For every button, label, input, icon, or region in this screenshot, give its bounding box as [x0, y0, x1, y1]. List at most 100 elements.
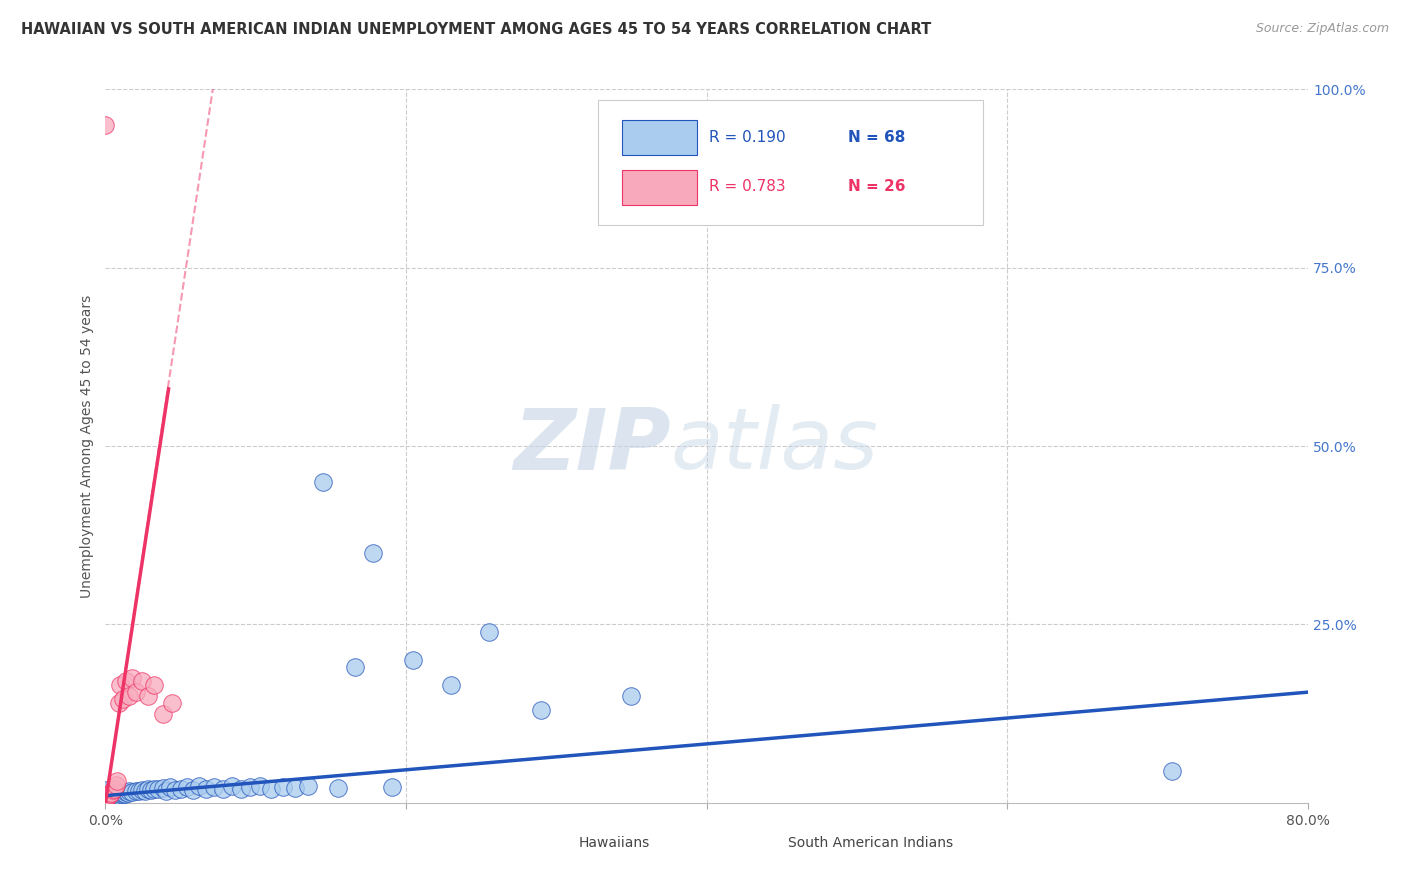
Point: [112, 786, 135, 800]
Point: [97, 789, 120, 803]
Point: [94, 789, 117, 803]
Point: [328, 780, 350, 795]
Point: [361, 546, 384, 560]
Point: [110, 787, 132, 801]
Text: R = 0.190: R = 0.190: [709, 129, 786, 145]
Point: [402, 653, 425, 667]
Point: [195, 781, 218, 796]
Point: [187, 779, 209, 793]
Point: [94, 796, 117, 810]
Point: [124, 783, 146, 797]
Text: South American Indians: South American Indians: [789, 837, 953, 850]
FancyBboxPatch shape: [623, 169, 697, 205]
Point: [284, 780, 307, 795]
Point: [111, 787, 134, 801]
Point: [136, 689, 159, 703]
Point: [94, 791, 117, 805]
Point: [312, 475, 335, 489]
Point: [260, 781, 283, 796]
Point: [159, 780, 181, 794]
Point: [94, 796, 117, 810]
Point: [100, 786, 122, 800]
Point: [343, 660, 366, 674]
Point: [118, 689, 141, 703]
Point: [94, 789, 117, 803]
Point: [381, 780, 404, 794]
Point: [620, 689, 643, 703]
Point: [160, 696, 183, 710]
Point: [181, 783, 204, 797]
Point: [117, 786, 139, 800]
Point: [94, 786, 117, 800]
Point: [136, 782, 159, 797]
FancyBboxPatch shape: [530, 831, 574, 855]
Point: [124, 685, 146, 699]
Point: [110, 789, 132, 803]
Point: [94, 796, 117, 810]
Point: [103, 781, 125, 796]
Text: HAWAIIAN VS SOUTH AMERICAN INDIAN UNEMPLOYMENT AMONG AGES 45 TO 54 YEARS CORRELA: HAWAIIAN VS SOUTH AMERICAN INDIAN UNEMPL…: [21, 22, 931, 37]
Point: [229, 781, 252, 796]
Point: [115, 785, 138, 799]
Point: [108, 788, 131, 802]
Point: [101, 792, 124, 806]
Point: [98, 787, 121, 801]
Point: [239, 780, 262, 794]
Point: [169, 781, 191, 796]
Point: [121, 671, 143, 685]
Point: [94, 784, 117, 798]
Point: [142, 678, 165, 692]
Point: [115, 674, 138, 689]
Point: [131, 674, 153, 689]
Point: [94, 790, 117, 805]
Point: [94, 794, 117, 808]
Point: [163, 783, 186, 797]
Point: [249, 779, 271, 793]
FancyBboxPatch shape: [740, 831, 783, 855]
Point: [94, 796, 117, 810]
Point: [94, 792, 117, 806]
Point: [107, 774, 129, 789]
Point: [1161, 764, 1184, 778]
Point: [112, 692, 135, 706]
Point: [118, 784, 141, 798]
FancyBboxPatch shape: [599, 100, 983, 225]
Point: [211, 782, 233, 797]
Point: [104, 789, 127, 803]
Text: Source: ZipAtlas.com: Source: ZipAtlas.com: [1256, 22, 1389, 36]
Point: [107, 789, 129, 804]
Text: Hawaiians: Hawaiians: [579, 837, 651, 850]
Point: [110, 678, 132, 692]
Point: [94, 783, 117, 797]
Point: [94, 790, 117, 805]
Point: [271, 780, 294, 794]
Point: [121, 785, 143, 799]
Point: [139, 783, 162, 797]
Point: [103, 790, 125, 805]
Point: [155, 784, 177, 798]
Point: [104, 778, 127, 792]
Point: [94, 794, 117, 808]
Point: [100, 791, 122, 805]
Point: [94, 787, 117, 801]
Point: [478, 624, 501, 639]
Point: [101, 783, 124, 797]
Point: [114, 787, 136, 801]
Point: [98, 793, 121, 807]
Text: N = 68: N = 68: [848, 129, 905, 145]
Point: [142, 781, 165, 796]
Point: [152, 780, 174, 795]
Point: [440, 678, 463, 692]
Point: [530, 703, 553, 717]
Point: [221, 779, 243, 793]
Point: [131, 783, 153, 797]
Point: [94, 793, 117, 807]
FancyBboxPatch shape: [623, 120, 697, 155]
Point: [108, 696, 131, 710]
Point: [134, 783, 156, 797]
Point: [152, 706, 174, 721]
Point: [94, 118, 117, 132]
Point: [101, 789, 124, 804]
Text: atlas: atlas: [671, 404, 879, 488]
Text: ZIP: ZIP: [513, 404, 671, 488]
